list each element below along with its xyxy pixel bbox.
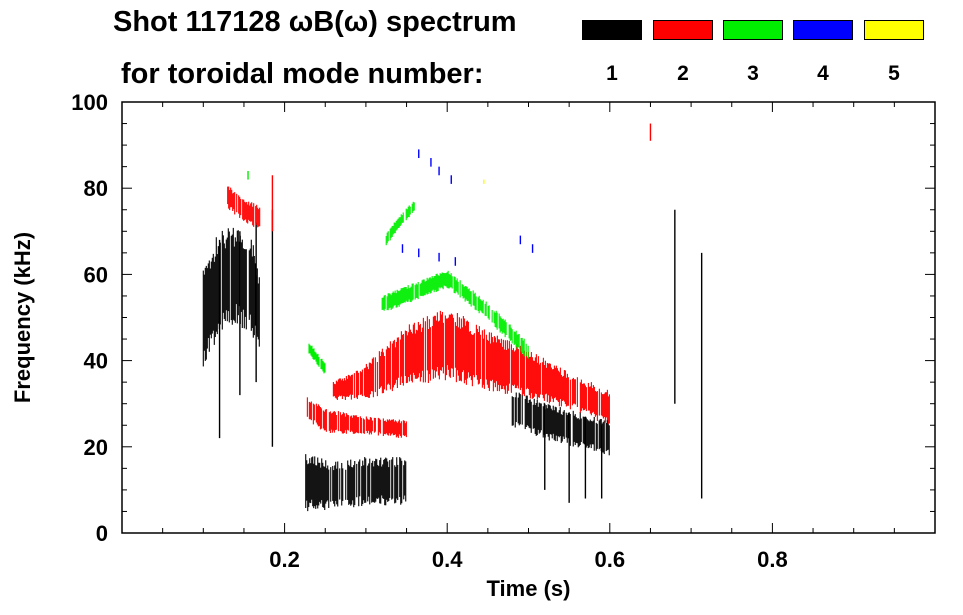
legend-swatch-mode-2 xyxy=(653,20,713,40)
series-n=2 xyxy=(227,123,652,438)
legend-label-mode-3: 3 xyxy=(747,62,759,85)
x-tick-label: 0.6 xyxy=(595,547,626,572)
legend-label-mode-5: 5 xyxy=(888,62,900,85)
band-n=1-0 xyxy=(202,227,260,367)
band-n=3-0 xyxy=(385,201,415,246)
legend-swatch-mode-1 xyxy=(582,20,642,40)
series-n=4 xyxy=(401,149,534,266)
axis-ticks xyxy=(121,101,936,534)
band-n=1-1 xyxy=(305,454,407,512)
y-tick-label: 0 xyxy=(96,521,108,546)
y-tick-label: 100 xyxy=(71,90,108,115)
legend-swatch-mode-4 xyxy=(793,20,853,40)
y-tick-label: 80 xyxy=(84,176,108,201)
legend-label-mode-2: 2 xyxy=(677,62,689,85)
y-axis-label: Frequency (kHz) xyxy=(10,232,35,403)
axis-tick-labels: 0 20 40 60 80 100 0.2 0.4 0.6 0.8 xyxy=(71,90,787,572)
x-tick-label: 0.2 xyxy=(269,547,300,572)
legend-label-mode-4: 4 xyxy=(817,62,829,85)
y-tick-label: 20 xyxy=(84,435,108,460)
spectral-marks xyxy=(202,123,703,512)
y-tick-label: 60 xyxy=(84,262,108,287)
band-n=2-2 xyxy=(332,310,610,425)
chart-title-line-1: Shot 117128 ωB(ω) spectrum xyxy=(113,6,517,38)
band-n=3-2 xyxy=(308,343,326,374)
series-n=1 xyxy=(202,209,703,512)
y-tick-label: 40 xyxy=(84,349,108,374)
band-n=2-0 xyxy=(227,186,261,228)
series-n=3 xyxy=(247,170,529,374)
legend-swatch-mode-3 xyxy=(723,20,783,40)
chart-title-line-2: for toroidal mode number: xyxy=(121,58,484,90)
x-tick-label: 0.8 xyxy=(757,547,788,572)
legend-swatch-mode-5 xyxy=(864,20,924,40)
band-n=2-1 xyxy=(306,397,407,438)
x-axis-label: Time (s) xyxy=(487,576,571,601)
x-tick-label: 0.4 xyxy=(432,547,463,572)
band-n=1-2 xyxy=(511,392,610,456)
band-n=3-1 xyxy=(381,270,529,359)
legend-label-mode-1: 1 xyxy=(606,62,618,85)
